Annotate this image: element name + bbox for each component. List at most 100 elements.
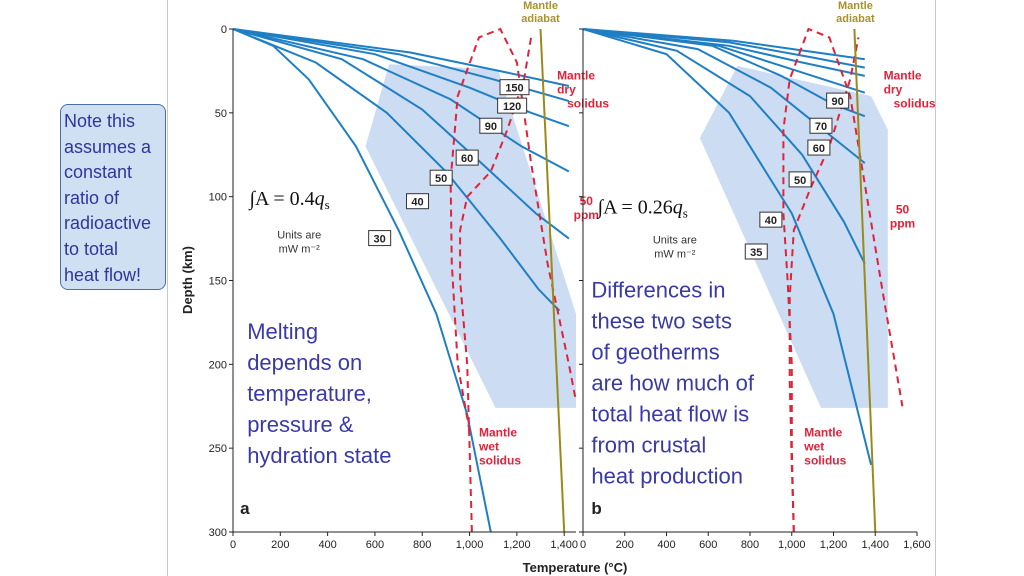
x-tick-label: 200 [616,539,634,551]
geotherm-label: 40 [411,197,423,209]
heat-production-formula: ∫A = 0.4qs [248,188,330,212]
wet-solidus-label: wet [803,439,824,453]
y-axis-title: Depth (km) [180,246,195,314]
x-tick-label: 600 [699,539,717,551]
x-tick-label: 400 [657,539,675,551]
geotherm-label: 30 [374,234,386,246]
annotation-text: Melting [247,319,318,344]
dry-solidus-label: Mantle [884,68,922,82]
geotherm-label-box [368,230,392,247]
note-line: ratio of [64,187,120,208]
left-separator [167,0,168,576]
geotherm-line [582,28,866,265]
units-label: mW m⁻² [654,249,696,261]
annotation-text: these two sets [591,308,732,333]
geotherm-label-box [497,97,528,114]
annotation-text: from crustal [591,432,706,457]
formula-prefix: ∫A = 0.4 [248,188,315,211]
geotherm-label: 70 [815,121,827,133]
note-line: heat flow! [64,264,142,285]
geotherm-field [699,65,888,408]
x-tick-label: 600 [366,539,384,551]
annotation-text: depends on [247,350,362,375]
mantle-adiabat-line [539,28,566,533]
ppm-label: ppm [890,216,915,230]
geotherm-label-box [744,243,768,260]
geotherm-label-box [406,193,430,210]
dry-solidus-label: solidus [567,96,609,110]
geotherm-label: 50 [435,173,447,185]
x-tick-label: 0 [230,539,236,551]
geotherm-label: 50 [794,175,806,187]
wet-solidus-label: wet [478,439,499,453]
formula-subscript: s [683,205,688,220]
y-tick-label: 300 [209,527,227,539]
geotherm-label-box [788,171,812,188]
x-tick-label: 1,600 [903,539,931,551]
x-tick-label: 1,400 [861,539,889,551]
geotherm-label-box [429,169,453,186]
x-tick-label: 800 [741,539,759,551]
geotherm-line [232,28,570,87]
wet-solidus-label: Mantle [479,425,517,439]
geotherm-line [582,28,873,466]
x-tick-label: 800 [413,539,431,551]
annotation-text: heat production [591,463,743,488]
note-callout: Note this assumes a constant ratio of ra… [60,104,166,290]
geotherm-label-box [809,117,833,134]
geotherm-label: 40 [765,215,777,227]
note-line: Note this [64,111,136,131]
adiabat-label: Mantle [838,0,873,12]
formula-q: q [673,196,683,218]
x-tick-label: 1,000 [456,539,484,551]
x-tick-label: 400 [318,539,336,551]
wet-solidus-line [459,37,533,533]
geotherm-label-box [499,79,530,96]
geotherm-line [232,28,570,173]
geotherm-label: 120 [503,101,521,113]
geotherm-label: 35 [750,247,762,259]
wet-solidus-line [788,37,860,533]
note-line: constant [64,162,133,183]
annotation-text: of geotherms [591,339,719,364]
adiabat-label: adiabat [521,13,560,25]
wet-solidus-label: Mantle [804,425,842,439]
y-tick-label: 50 [215,108,227,120]
geotherm-label: 60 [813,143,825,155]
y-tick-label: 0 [221,24,227,36]
right-separator [935,0,936,576]
formula-subscript: s [325,197,330,212]
y-tick-label: 200 [209,359,227,371]
geotherm-label: 90 [485,121,497,133]
geotherm-label-box [455,149,479,166]
units-label: Units are [653,235,697,247]
geotherm-label: 150 [505,83,523,95]
annotation-text: total heat flow is [591,401,749,426]
dry-solidus-label: dry [884,82,903,96]
geotherm-line [582,28,865,61]
ppm-label: 50 [896,202,910,216]
x-tick-label: 1,000 [778,539,806,551]
geotherm-label-box [807,139,831,156]
geotherm-line [232,28,492,533]
annotation-text: are how much of [591,370,755,395]
dry-solidus-label: dry [557,82,576,96]
dry-solidus-label: Mantle [557,68,595,82]
heat-production-formula: ∫A = 0.26qs [596,196,688,220]
adiabat-label: Mantle [523,0,558,12]
geotherm-label-box [759,211,783,228]
x-tick-label: 1,400 [550,539,578,551]
geotherm-line [582,28,866,77]
note-line: radioactive [64,213,152,234]
geotherm-label: 60 [461,153,473,165]
units-label: Units are [277,230,321,242]
note-line: assumes a [64,136,152,157]
y-tick-label: 100 [209,192,227,204]
panel-label: a [240,499,250,518]
y-tick-label: 250 [209,443,227,455]
geotherm-line [582,28,866,164]
annotation-text: hydration state [247,443,391,468]
x-tick-label: 0 [580,539,586,551]
